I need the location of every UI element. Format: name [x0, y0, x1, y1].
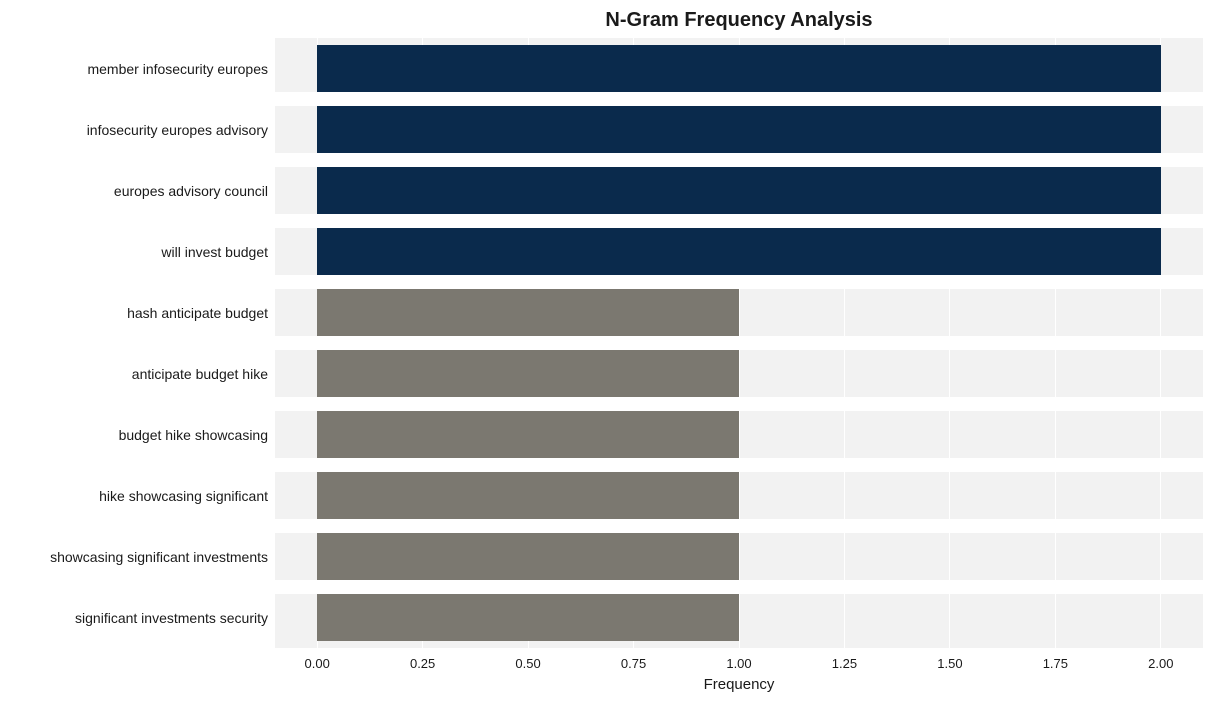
x-tick-label: 0.75	[621, 656, 646, 671]
x-tick-label: 0.25	[410, 656, 435, 671]
bar	[317, 594, 739, 641]
x-tick-label: 0.00	[305, 656, 330, 671]
bar	[317, 289, 739, 336]
plot-area	[275, 38, 1203, 648]
bar	[317, 350, 739, 397]
x-tick-label: 1.75	[1043, 656, 1068, 671]
y-tick-label: europes advisory council	[3, 184, 268, 198]
y-tick-label: budget hike showcasing	[3, 428, 268, 442]
y-tick-label: member infosecurity europes	[3, 62, 268, 76]
y-tick-label: hash anticipate budget	[3, 306, 268, 320]
bar	[317, 45, 1161, 92]
bar	[317, 106, 1161, 153]
x-tick-label: 0.50	[515, 656, 540, 671]
bar	[317, 167, 1161, 214]
bar	[317, 472, 739, 519]
y-tick-label: anticipate budget hike	[3, 367, 268, 381]
y-tick-label: showcasing significant investments	[3, 550, 268, 564]
bar	[317, 228, 1161, 275]
y-tick-label: infosecurity europes advisory	[3, 123, 268, 137]
bar	[317, 411, 739, 458]
x-tick-label: 2.00	[1148, 656, 1173, 671]
y-tick-label: significant investments security	[3, 611, 268, 625]
x-axis-label: Frequency	[275, 676, 1203, 693]
y-tick-label: hike showcasing significant	[3, 489, 268, 503]
x-tick-label: 1.25	[832, 656, 857, 671]
x-tick-label: 1.50	[937, 656, 962, 671]
x-tick-label: 1.00	[726, 656, 751, 671]
y-tick-label: will invest budget	[3, 245, 268, 259]
ngram-frequency-chart: N-Gram Frequency Analysis member infosec…	[0, 0, 1213, 701]
bar	[317, 533, 739, 580]
chart-title: N-Gram Frequency Analysis	[275, 9, 1203, 32]
